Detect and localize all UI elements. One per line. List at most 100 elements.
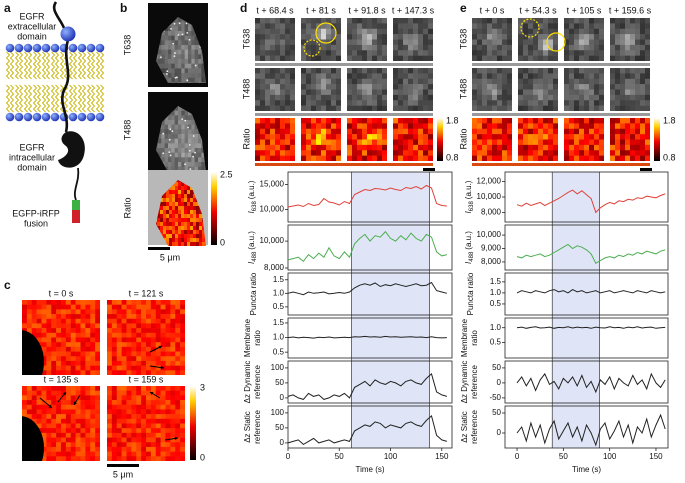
pixel [161, 300, 166, 305]
pixel [321, 100, 326, 106]
pixel [620, 84, 625, 90]
pixel [377, 118, 382, 124]
pixel [423, 84, 428, 90]
y-axis-label: Membrane [460, 318, 469, 357]
pixel [199, 238, 202, 242]
pixel [166, 424, 171, 429]
y-axis-label: Membrane [243, 318, 252, 357]
pixel [352, 40, 357, 46]
image [347, 18, 387, 61]
pixel [290, 68, 295, 74]
pixel [584, 106, 589, 112]
pixel [615, 79, 620, 85]
y-tick-label: 50 [275, 423, 284, 432]
pixel [548, 123, 553, 129]
pixel [51, 333, 56, 338]
pixel [528, 56, 533, 62]
pixel [166, 405, 171, 410]
pixel [187, 210, 190, 214]
pixel [180, 342, 185, 347]
pixel [95, 328, 100, 333]
pixel [413, 150, 418, 156]
pixel [413, 73, 418, 79]
pixel [51, 366, 56, 371]
pixel [594, 79, 599, 85]
pixel [165, 139, 169, 144]
pixel [90, 438, 95, 443]
pixel [112, 361, 117, 366]
pixel [175, 210, 178, 214]
pixel [136, 347, 141, 352]
pixel [543, 156, 548, 162]
pixel [127, 333, 132, 338]
pixel [492, 18, 497, 24]
pixel [127, 366, 132, 371]
pixel [136, 319, 141, 324]
pixel [95, 456, 100, 461]
image [564, 18, 604, 61]
pixel [574, 56, 579, 62]
lipid [56, 85, 59, 112]
pixel [357, 100, 362, 106]
pixel [362, 56, 367, 62]
pixel [372, 145, 377, 151]
pixel [477, 23, 482, 29]
pixel [190, 194, 193, 198]
pixel [95, 386, 100, 391]
pixel [117, 447, 122, 452]
pixel [112, 319, 117, 324]
pixel [81, 356, 86, 361]
pixel [594, 100, 599, 106]
pixel [85, 342, 90, 347]
pixel [620, 150, 625, 156]
pixel [594, 34, 599, 40]
pixel [180, 338, 185, 343]
pixel [151, 386, 156, 391]
pixel [165, 40, 169, 45]
pixel [492, 79, 497, 85]
y-tick-label: 1.0 [490, 288, 502, 297]
pixel [196, 234, 199, 238]
pixel [90, 456, 95, 461]
pixel [136, 328, 141, 333]
pixel [270, 134, 275, 140]
pixel [161, 442, 166, 447]
pixel [184, 222, 187, 226]
pixel [331, 50, 336, 56]
y-tick-label: 0 [497, 378, 502, 387]
pixel [181, 230, 184, 234]
pixel [51, 405, 56, 410]
pixel [610, 50, 615, 56]
pixel [46, 386, 51, 391]
pixel [180, 319, 185, 324]
pixel [428, 34, 433, 40]
pixel [594, 23, 599, 29]
pixel [95, 409, 100, 414]
pixel [27, 391, 32, 396]
pixel [610, 73, 615, 79]
pixel [61, 456, 66, 461]
pixel [635, 45, 640, 51]
pixel [321, 73, 326, 79]
pixel [528, 45, 533, 51]
pixel [156, 438, 161, 443]
separator [255, 113, 433, 116]
pixel [472, 84, 477, 90]
pixel [336, 45, 341, 51]
pixel [161, 328, 166, 333]
pixel [408, 140, 413, 146]
pixel [357, 106, 362, 112]
pixel [403, 23, 408, 29]
puncta [168, 151, 170, 153]
pixel [569, 40, 574, 46]
pixel [191, 162, 195, 167]
pixel [175, 64, 179, 69]
y-tick-label: 8,000 [481, 257, 502, 266]
pixel [594, 18, 599, 24]
pixel [321, 106, 326, 112]
pixel [85, 456, 90, 461]
puncta [179, 22, 181, 24]
pixel [195, 73, 199, 78]
pixel [146, 305, 151, 310]
pixel [178, 64, 182, 69]
